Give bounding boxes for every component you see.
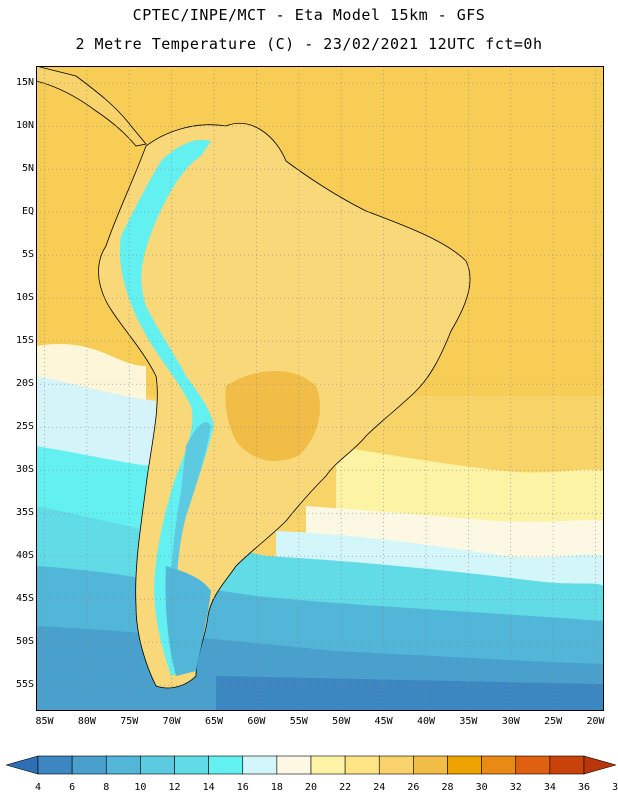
- longitude-tick-label: 30W: [501, 716, 520, 727]
- colorbar-tick-label: 10: [134, 782, 147, 793]
- colorbar-tick-label: 14: [202, 782, 215, 793]
- longitude-tick-label: 65W: [204, 716, 224, 727]
- central-america: [36, 66, 147, 147]
- colorbar-tick-label: 38: [612, 782, 618, 793]
- colorbar-tick-label: 18: [270, 782, 283, 793]
- map-gridlines: [36, 66, 604, 711]
- colorbar-max-arrow: [583, 755, 616, 775]
- latitude-tick-label: 15S: [15, 335, 34, 347]
- colorbar-tick-label: 36: [577, 782, 591, 793]
- colorbar-tick-label: 16: [236, 782, 249, 793]
- latitude-tick-label: 10N: [15, 120, 34, 132]
- latitude-tick-label: 55S: [15, 679, 34, 691]
- colorbar-swatch: [242, 755, 278, 775]
- latitude-tick-label: 25S: [15, 421, 34, 433]
- latitude-tick-label: 50S: [15, 636, 34, 648]
- longitude-tick-label: 50W: [332, 716, 351, 727]
- longitude-tick-label: 20W: [586, 716, 605, 727]
- colorbar-tick-label: 8: [103, 782, 110, 793]
- colorbar-swatch: [37, 755, 73, 775]
- colorbar-swatch: [447, 755, 482, 775]
- map-frame: [36, 66, 604, 711]
- colorbar-swatch: [413, 755, 448, 775]
- colorbar-swatch: [276, 755, 312, 775]
- colorbar-tick-label: 26: [407, 782, 420, 793]
- longitude-tick-label: 70W: [162, 716, 181, 727]
- colorbar-swatch: [140, 755, 175, 775]
- longitude-tick-label: 35W: [459, 716, 478, 727]
- latitude-tick-label: 45S: [15, 593, 34, 605]
- longitude-tick-label: 40W: [416, 716, 435, 727]
- longitude-tick-label: 60W: [247, 716, 266, 727]
- colorbar-tick-label: 22: [339, 782, 352, 793]
- map-title-line-2: 2 Metre Temperature (C) - 23/02/2021 12U…: [75, 35, 543, 53]
- colorbar-tick-label: 30: [475, 782, 488, 793]
- colorbar-swatch: [481, 755, 517, 775]
- latitude-tick-label: 30S: [15, 464, 34, 476]
- colorbar-swatch: [105, 755, 141, 775]
- patagonia-cold: [165, 566, 211, 676]
- latitude-tick-label: 40S: [15, 550, 34, 562]
- latitude-tick-label: 35S: [15, 507, 34, 519]
- colorbar-tick-label: 6: [69, 782, 76, 793]
- colorbar-swatch: [378, 755, 414, 775]
- southern-band-8: [216, 676, 604, 711]
- latitude-tick-label: 15N: [15, 77, 34, 89]
- colorbar-tick-label: 12: [168, 782, 181, 793]
- colorbar-tick-label: 20: [304, 782, 318, 793]
- map-title-line-1: CPTEC/INPE/MCT - Eta Model 15km - GFS: [132, 6, 486, 24]
- colorbar-swatch: [344, 755, 380, 775]
- colorbar-swatch: [310, 755, 346, 775]
- colorbar-swatch: [515, 755, 551, 775]
- colorbar-tick-label: 34: [543, 782, 556, 793]
- colorbar: [6, 755, 616, 775]
- latitude-tick-label: 5N: [21, 163, 34, 175]
- interior-hot-zone: [225, 371, 320, 461]
- longitude-tick-label: 75W: [120, 716, 139, 727]
- colorbar-swatch: [208, 755, 244, 775]
- colorbar-swatch: [71, 755, 107, 775]
- longitude-tick-label: 85W: [35, 716, 54, 727]
- colorbar-tick-label: 4: [34, 782, 42, 793]
- latitude-tick-label: EQ: [21, 206, 34, 218]
- temperature-map: [36, 66, 604, 711]
- longitude-tick-label: 80W: [77, 716, 96, 727]
- colorbar-swatch: [549, 755, 585, 775]
- andes-colder-strip: [171, 422, 211, 586]
- map-canvas: [36, 66, 604, 711]
- colorbar-swatch: [174, 755, 209, 775]
- colorbar-min-arrow: [6, 755, 39, 775]
- latitude-tick-label: 10S: [15, 292, 34, 304]
- longitude-tick-label: 25W: [544, 716, 563, 727]
- latitude-tick-label: 5S: [21, 249, 34, 261]
- longitude-tick-label: 45W: [374, 716, 393, 727]
- latitude-tick-label: 20S: [15, 378, 34, 390]
- colorbar-tick-label: 32: [509, 782, 522, 793]
- colorbar-tick-label: 28: [441, 782, 454, 793]
- longitude-tick-label: 55W: [289, 716, 308, 727]
- colorbar-tick-label: 24: [373, 782, 386, 793]
